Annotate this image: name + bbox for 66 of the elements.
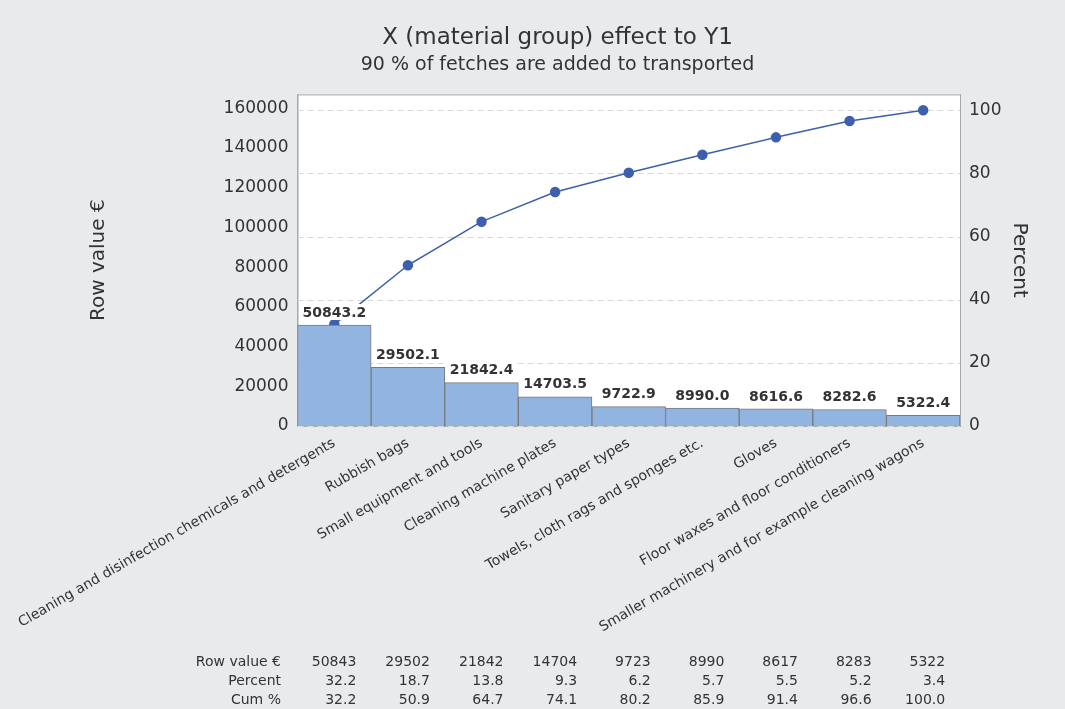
text: 18.7 bbox=[398, 672, 430, 688]
text: 64.7 bbox=[472, 691, 504, 707]
text: 32.2 bbox=[325, 691, 357, 707]
point bbox=[770, 132, 782, 143]
text: 21842 bbox=[458, 653, 504, 669]
y-tick-label: 120000 bbox=[223, 176, 289, 197]
text: 50843 bbox=[311, 653, 357, 669]
text: 9723 bbox=[615, 653, 651, 669]
data-label: 21842.4 bbox=[449, 361, 514, 378]
text: 5.2 bbox=[849, 672, 872, 688]
y-tick-label: 160000 bbox=[223, 96, 289, 117]
text: 13.8 bbox=[472, 672, 504, 688]
y-tick-label: 140000 bbox=[223, 136, 289, 157]
data-label: 5322.4 bbox=[896, 394, 951, 411]
text: 80.2 bbox=[619, 691, 651, 707]
y-tick-label: 60000 bbox=[234, 295, 289, 316]
text: 3.4 bbox=[922, 672, 946, 688]
text: 91.4 bbox=[766, 691, 799, 707]
text: 8617 bbox=[762, 653, 798, 669]
text: 6.2 bbox=[628, 672, 651, 688]
text: Cum % bbox=[230, 691, 281, 707]
data-label: 14703.5 bbox=[523, 375, 588, 392]
y-tick-label: 0 bbox=[277, 414, 289, 435]
text: 5.7 bbox=[702, 672, 725, 688]
y2-tick-label: 20 bbox=[969, 351, 991, 372]
text: 50.9 bbox=[398, 691, 430, 707]
chart-subtitle: 90 % of fetches are added to transported bbox=[360, 51, 755, 74]
point bbox=[917, 104, 929, 116]
y-tick-label: 20000 bbox=[234, 374, 289, 395]
text: 96.6 bbox=[840, 691, 872, 707]
y2-tick-label: 100 bbox=[969, 98, 1002, 119]
point bbox=[476, 216, 487, 227]
y-axis-title: Row value € bbox=[84, 199, 109, 322]
text: 14704 bbox=[532, 653, 578, 669]
text: 5322 bbox=[909, 653, 946, 669]
point bbox=[697, 149, 708, 160]
text: 5.5 bbox=[775, 672, 798, 688]
text: 74.1 bbox=[545, 691, 578, 707]
text: Row value € bbox=[195, 653, 281, 669]
text: 32.2 bbox=[325, 672, 357, 688]
text: 9.3 bbox=[554, 672, 578, 688]
y-tick-label: 80000 bbox=[234, 255, 289, 276]
text: 29502 bbox=[385, 653, 430, 669]
y-tick-label: 100000 bbox=[223, 215, 289, 236]
text: 8990 bbox=[688, 653, 725, 669]
data-label: 8616.6 bbox=[748, 387, 803, 404]
text: 85.9 bbox=[693, 691, 725, 707]
data-label: 9722.9 bbox=[601, 385, 656, 402]
chart-title: X (material group) effect to Y1 bbox=[382, 22, 733, 49]
data-label: 8990.0 bbox=[675, 386, 730, 403]
y2-tick-label: 60 bbox=[969, 224, 991, 245]
text: 100.0 bbox=[905, 691, 946, 707]
text: Percent bbox=[228, 672, 282, 688]
y2-tick-label: 80 bbox=[969, 161, 991, 182]
y-tick-label: 40000 bbox=[234, 335, 289, 355]
point bbox=[402, 260, 414, 271]
point bbox=[549, 186, 561, 198]
y2-tick-label: 40 bbox=[969, 288, 991, 309]
y2-axis-title: Percent bbox=[1008, 222, 1033, 298]
point bbox=[623, 167, 634, 178]
y2-tick-label: 0 bbox=[969, 414, 980, 435]
data-label: 50843.2 bbox=[302, 303, 367, 320]
point bbox=[844, 115, 855, 127]
data-label: 8282.6 bbox=[822, 388, 877, 405]
text: 8283 bbox=[835, 653, 872, 669]
data-label: 29502.1 bbox=[376, 346, 440, 363]
